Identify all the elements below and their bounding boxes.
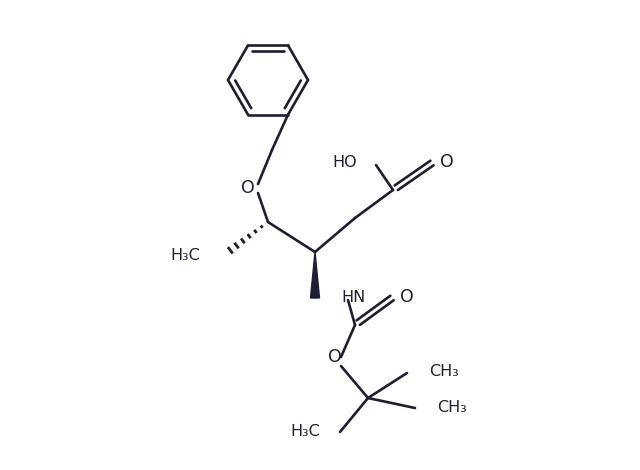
Text: O: O [241, 179, 255, 197]
Text: HN: HN [341, 290, 365, 306]
Text: O: O [400, 288, 413, 306]
Polygon shape [310, 252, 319, 298]
Text: O: O [328, 348, 342, 366]
Text: CH₃: CH₃ [429, 365, 459, 379]
Text: O: O [440, 153, 454, 171]
Text: H₃C: H₃C [291, 424, 320, 439]
Text: HO: HO [332, 155, 357, 170]
Text: CH₃: CH₃ [437, 400, 467, 415]
Text: H₃C: H₃C [170, 248, 200, 263]
